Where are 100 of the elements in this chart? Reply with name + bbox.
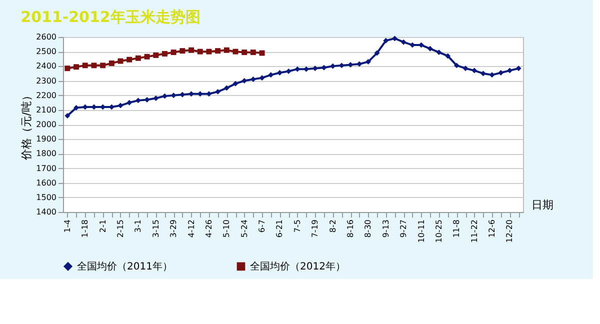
point <box>286 68 292 74</box>
point <box>365 59 371 65</box>
chart-title: 2011-2012年玉米走势图 <box>20 8 200 26</box>
point <box>170 92 176 98</box>
point <box>170 50 176 56</box>
point <box>118 58 124 64</box>
x-tick-label: 2-15 <box>116 220 125 238</box>
point <box>82 62 88 68</box>
point <box>215 88 221 94</box>
x-tick-label: 8-30 <box>364 220 373 238</box>
point <box>242 78 248 84</box>
y-tick-label: 2600 <box>36 32 56 42</box>
point <box>108 60 114 66</box>
y-tick-label: 2000 <box>36 120 56 129</box>
point <box>153 52 159 58</box>
point <box>135 55 141 61</box>
point <box>232 48 238 54</box>
x-tick-label: 5-10 <box>222 220 232 238</box>
x-tick-label: 1-4 <box>62 220 72 233</box>
y-tick-label: 1500 <box>36 192 56 202</box>
point <box>276 70 282 76</box>
point <box>259 50 265 56</box>
point <box>153 96 159 101</box>
point <box>135 98 141 104</box>
x-tick-label: 11-8 <box>452 220 462 238</box>
x-tick-label: 12-20 <box>505 220 514 243</box>
point <box>118 102 124 108</box>
point <box>445 53 451 59</box>
point <box>321 64 327 70</box>
point <box>480 70 486 76</box>
point <box>454 62 460 68</box>
y-tick-label: 1900 <box>36 134 56 144</box>
y-tick-label: 2100 <box>36 105 56 114</box>
y-axis-title: 价格（元/吨） <box>20 90 34 161</box>
y-tick-label: 2500 <box>36 47 56 56</box>
point <box>259 75 265 81</box>
point <box>250 76 256 82</box>
x-tick-label: 4-12 <box>186 220 196 238</box>
point <box>427 46 433 52</box>
y-tick-label: 1800 <box>36 149 56 158</box>
point <box>374 50 380 56</box>
x-tick-label: 4-26 <box>204 220 214 238</box>
point <box>400 39 406 45</box>
x-axis-title: 日期 <box>532 198 554 212</box>
x-tick-label: 7-19 <box>310 220 320 238</box>
point <box>498 70 504 76</box>
point <box>64 66 70 72</box>
x-tick-label: 3-29 <box>169 220 178 238</box>
point <box>506 68 512 74</box>
legend-label: 全国均价（2011年） <box>77 260 172 272</box>
y-tick-label: 1700 <box>36 164 56 173</box>
y-tick-label: 2300 <box>36 76 56 86</box>
point <box>197 48 203 54</box>
x-tick-label: 3-1 <box>134 220 143 233</box>
x-tick-label: 10-25 <box>434 220 444 243</box>
point <box>206 48 212 54</box>
point <box>224 47 230 53</box>
legend-label: 全国均价（2012年） <box>250 260 346 272</box>
point <box>180 48 186 54</box>
point <box>100 62 106 68</box>
point <box>383 38 389 44</box>
point <box>188 47 194 53</box>
point <box>250 50 256 56</box>
point <box>242 50 248 56</box>
y-tick-label: 2200 <box>36 90 56 100</box>
point <box>232 80 238 86</box>
point <box>436 50 442 56</box>
x-tick-label: 10-11 <box>416 220 426 243</box>
point <box>516 66 522 72</box>
x-tick-label: 8-16 <box>346 220 355 238</box>
x-tick-label: 2-1 <box>98 220 108 233</box>
x-tick-label: 3-15 <box>151 220 160 238</box>
x-tick-label: 9-13 <box>381 220 390 238</box>
point <box>162 93 168 99</box>
x-tick-label: 5-24 <box>240 220 249 238</box>
y-tick-label: 1600 <box>36 178 56 188</box>
point <box>472 68 478 74</box>
x-tick-label: 6-7 <box>258 220 267 233</box>
point <box>162 51 168 57</box>
point <box>392 36 398 42</box>
point <box>126 100 132 106</box>
point <box>144 54 150 60</box>
x-tick-label: 7-5 <box>292 220 302 233</box>
point <box>462 66 468 72</box>
y-tick-label: 1400 <box>36 208 56 216</box>
point <box>215 48 221 54</box>
y-tick-label: 2400 <box>36 62 56 71</box>
x-tick-label: 12-6 <box>488 220 497 238</box>
point <box>91 62 97 68</box>
x-tick-label: 6-21 <box>275 220 284 238</box>
point <box>356 61 362 67</box>
point <box>224 85 230 91</box>
x-tick-label: 11-22 <box>470 220 479 243</box>
point <box>126 56 132 62</box>
x-tick-label: 8-2 <box>328 220 338 233</box>
x-tick-label: 1-18 <box>80 220 90 238</box>
point <box>74 64 80 70</box>
x-tick-label: 9-27 <box>399 220 408 238</box>
point <box>64 113 70 118</box>
point <box>268 72 274 78</box>
